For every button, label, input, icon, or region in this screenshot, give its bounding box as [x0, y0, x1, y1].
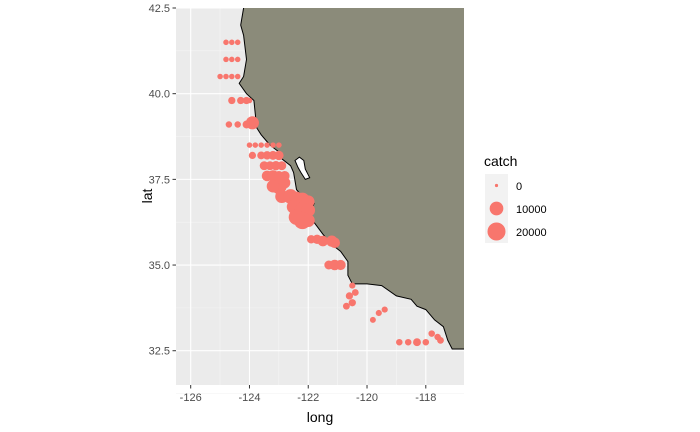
catch-point [274, 150, 284, 161]
legend-keys: 0 10000 20000 [485, 174, 547, 243]
legend-key-point [489, 201, 504, 216]
catch-point [422, 338, 430, 346]
y-tick-label: 32.5 [149, 346, 170, 358]
y-tick-label: 40.0 [149, 89, 170, 101]
legend-key-label: 0 [516, 181, 522, 193]
catch-point [279, 177, 291, 189]
legend-key-label: 10000 [516, 204, 547, 216]
legend-key-point [487, 222, 506, 241]
catch-point [335, 259, 346, 271]
catch-point [228, 96, 236, 105]
catch-point [223, 39, 229, 46]
catch-point [234, 73, 241, 80]
x-tick-label: -124 [238, 392, 260, 404]
catch-points [217, 39, 444, 347]
catch-point [404, 338, 412, 346]
catch-point [252, 142, 259, 148]
catch-point [396, 338, 403, 346]
catch-point [264, 142, 270, 148]
x-tick-label: -126 [180, 392, 202, 404]
legend-title: catch [484, 153, 517, 169]
catch-point [428, 330, 435, 337]
catch-point [276, 142, 282, 148]
san-francisco-bay [294, 156, 311, 181]
catch-point [381, 306, 388, 313]
catch-point [437, 336, 444, 344]
catch-point [329, 237, 341, 249]
catch-point [375, 309, 382, 317]
catch-point [351, 289, 359, 296]
legend-key-point [494, 183, 499, 188]
catch-point [237, 96, 245, 105]
y-axis-ticks: 32.5 35.0 37.5 40.0 42.5 [149, 3, 176, 358]
catch-point [266, 179, 280, 193]
x-tick-label: -122 [297, 392, 319, 404]
y-tick-label: 35.0 [149, 260, 170, 272]
x-axis-title: long [307, 409, 333, 425]
catch-point [257, 151, 266, 160]
catch-point [317, 235, 329, 247]
catch-point [258, 142, 264, 148]
catch-point [342, 302, 350, 310]
catch-point [413, 338, 421, 347]
catch-point [345, 292, 354, 300]
catch-point [348, 299, 356, 307]
catch-point [234, 121, 241, 128]
catch-point [246, 97, 253, 104]
catch-point [349, 282, 356, 289]
catch-point [248, 151, 257, 160]
y-tick-label: 42.5 [149, 3, 170, 15]
catch-point [229, 56, 235, 63]
catch-point [223, 73, 229, 80]
y-axis-title: lat [139, 189, 155, 204]
catch-point [223, 56, 229, 63]
catch-point [245, 116, 259, 130]
x-tick-label: -118 [415, 392, 436, 404]
catch-point [225, 121, 233, 128]
x-tick-label: -120 [356, 392, 378, 404]
legend: catch 0 10000 20000 [484, 153, 547, 243]
catch-point [277, 161, 287, 171]
catch-point [369, 316, 376, 323]
y-tick-label: 37.5 [149, 174, 170, 186]
catch-point [234, 56, 241, 63]
catch-point [301, 213, 315, 228]
x-axis-ticks: -126 -124 -122 -120 -118 [180, 385, 436, 404]
catch-point [229, 39, 235, 46]
catch-point [217, 73, 223, 80]
legend-key-label: 20000 [516, 227, 547, 239]
catch-point [234, 39, 241, 46]
catch-point [270, 142, 276, 148]
catch-point [229, 73, 235, 80]
catch-point [246, 142, 253, 148]
